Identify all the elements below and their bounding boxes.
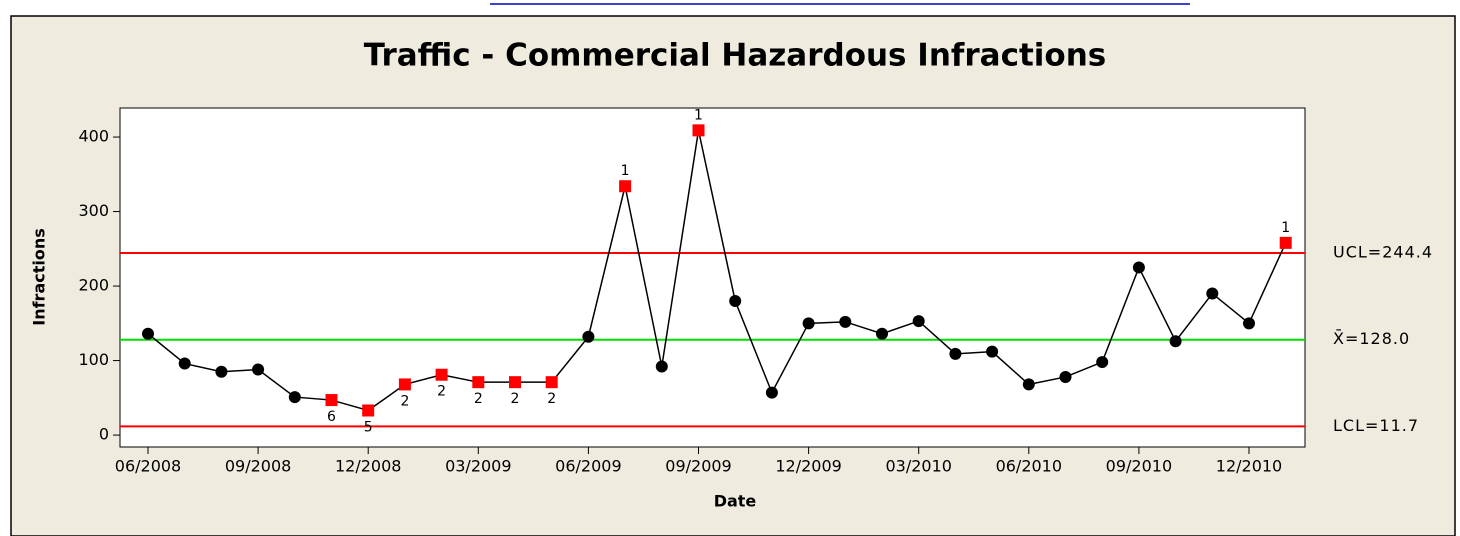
point [142, 327, 154, 340]
flagged-point [509, 376, 521, 389]
x-tick-label: 12/2009 [775, 457, 841, 476]
point [912, 315, 925, 328]
point [1169, 335, 1182, 348]
point [802, 317, 815, 330]
flagged-point [435, 368, 448, 381]
x-axis-label: Date [714, 492, 757, 511]
test-label: 2 [511, 391, 520, 407]
point [729, 294, 742, 307]
x-tick-label: 12/2010 [1216, 457, 1282, 476]
series-line [147, 130, 1287, 412]
point [986, 345, 999, 358]
flagged-point [619, 180, 632, 193]
y-axis-label: Infractions [30, 228, 49, 326]
point [839, 315, 852, 328]
x-tick-label: 06/2009 [555, 457, 621, 476]
point [582, 330, 595, 343]
point [1022, 378, 1035, 391]
test-label: 1 [694, 107, 703, 123]
flagged-point [472, 376, 485, 389]
x-tick-label: 09/2009 [665, 457, 731, 476]
test-label: 2 [474, 391, 483, 407]
test-label: 2 [400, 393, 409, 409]
flagged-point [545, 376, 558, 389]
y-tick-label: 400 [78, 127, 109, 146]
flagged-point [1279, 236, 1292, 249]
y-tick-label: 300 [78, 201, 109, 220]
point [178, 357, 191, 370]
test-label: 6 [327, 409, 336, 425]
flagged-point [692, 124, 705, 137]
chart-title: Traffic - Commercial Hazardous Infractio… [364, 38, 1107, 74]
test-label: 2 [437, 384, 446, 400]
flagged-point [362, 404, 375, 417]
point [876, 327, 888, 340]
point [655, 360, 668, 373]
x-tick-label: 09/2010 [1106, 457, 1172, 476]
point [1243, 317, 1255, 330]
point [252, 363, 265, 376]
y-tick-label: 100 [78, 350, 109, 369]
x-tick-label: 12/2008 [335, 457, 401, 476]
control-label: UCL=244.4 [1333, 242, 1433, 261]
y-tick-label: 200 [78, 276, 109, 295]
control-label: X̄=128.0 [1333, 329, 1410, 348]
flagged-point [398, 378, 411, 391]
point [1206, 287, 1219, 300]
point [1132, 261, 1145, 274]
x-tick-label: 03/2010 [885, 457, 951, 476]
x-tick-label: 09/2008 [225, 457, 291, 476]
point [1059, 370, 1072, 383]
test-label: 2 [547, 391, 556, 407]
point [949, 347, 962, 360]
control-label: LCL=11.7 [1333, 416, 1419, 435]
y-tick-label: 0 [99, 425, 109, 444]
x-tick-label: 06/2008 [115, 457, 181, 476]
test-label: 1 [621, 163, 630, 179]
plot-area [119, 107, 1306, 448]
point [215, 365, 228, 378]
point [1096, 356, 1109, 369]
test-label: 1 [1281, 220, 1290, 236]
point [765, 386, 778, 399]
point [288, 391, 301, 404]
x-tick-label: 03/2009 [445, 457, 511, 476]
x-tick-label: 06/2010 [996, 457, 1062, 476]
test-label: 5 [364, 419, 373, 435]
flagged-point [325, 394, 338, 407]
